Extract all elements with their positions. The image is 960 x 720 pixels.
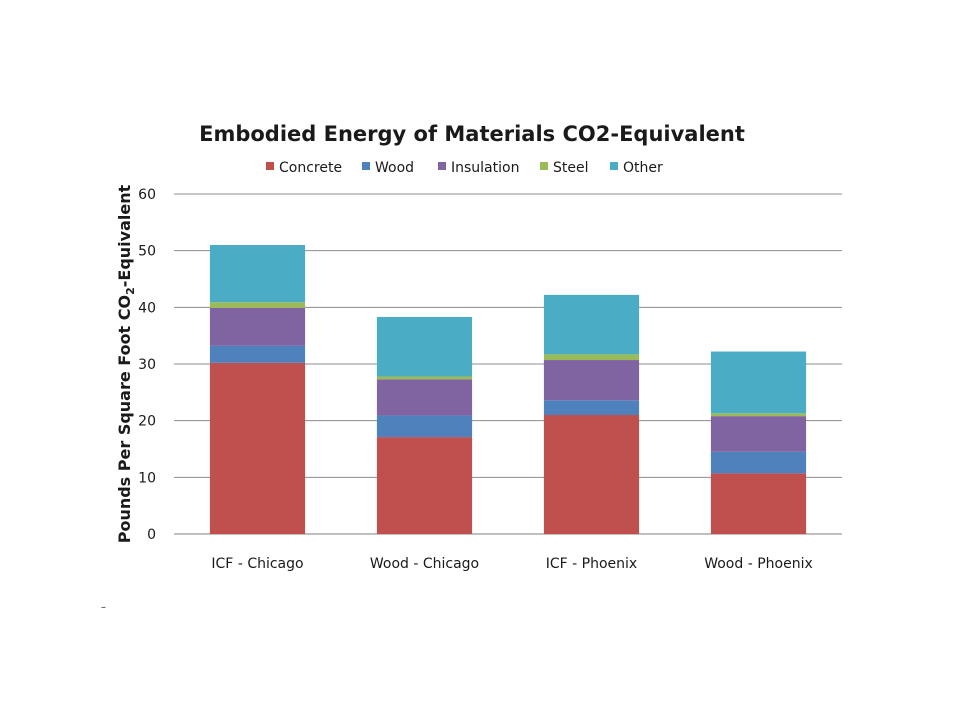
legend-label: Wood	[375, 160, 414, 176]
y-tick-label: 60	[138, 187, 156, 203]
bar-segment-insulation	[376, 379, 473, 416]
bar-segment-steel	[209, 302, 306, 308]
legend-label: Other	[623, 160, 663, 176]
bar-segment-wood	[543, 400, 640, 415]
stray-mark: –	[101, 602, 106, 613]
y-axis-label: Pounds Per Square Foot CO2-Equivalent	[115, 184, 137, 543]
bar-segment-other	[710, 351, 807, 414]
legend-swatch	[266, 162, 274, 170]
x-tick-label: ICF - Chicago	[211, 556, 303, 572]
bar-segment-other	[376, 316, 473, 377]
legend-swatch	[610, 162, 618, 170]
chart-title: Embodied Energy of Materials CO2-Equival…	[199, 122, 745, 146]
bar-segment-concrete	[209, 362, 306, 534]
bar-segment-wood	[710, 451, 807, 474]
legend-label: Steel	[553, 160, 589, 176]
legend-label: Insulation	[451, 160, 519, 176]
bar-segment-steel	[376, 376, 473, 380]
legend: Concrete Wood Insulation Steel Other	[266, 160, 663, 176]
y-tick-label: 20	[138, 414, 156, 430]
y-axis-label-suffix: -Equivalent	[115, 184, 134, 287]
bar-segment-wood	[209, 345, 306, 363]
bars	[209, 245, 807, 534]
legend-swatch	[540, 162, 548, 170]
bar-segment-concrete	[710, 473, 807, 534]
x-tick-label: ICF - Phoenix	[546, 556, 637, 572]
legend-swatch	[438, 162, 446, 170]
bar-segment-wood	[376, 415, 473, 438]
bar-segment-steel	[710, 413, 807, 417]
legend-swatch	[362, 162, 370, 170]
bar-segment-other	[209, 245, 306, 303]
bar-segment-other	[543, 294, 640, 355]
bar-segment-insulation	[543, 360, 640, 401]
x-tick-label: Wood - Phoenix	[704, 556, 813, 572]
bar-segment-concrete	[376, 437, 473, 534]
x-tick-label: Wood - Chicago	[370, 556, 479, 572]
y-axis-label-subscript: 2	[124, 287, 137, 295]
y-tick-label: 50	[138, 244, 156, 260]
y-tick-label: 30	[138, 357, 156, 373]
legend-label: Concrete	[279, 160, 342, 176]
bar-segment-insulation	[710, 416, 807, 452]
x-axis-ticks: ICF - Chicago Wood - Chicago ICF - Phoenix…	[211, 556, 812, 572]
y-axis-ticks: 0 10 20 30 40 50 60	[138, 187, 156, 543]
bar-segment-concrete	[543, 415, 640, 534]
y-tick-label: 10	[138, 470, 156, 486]
y-tick-label: 0	[147, 527, 156, 543]
bar-segment-insulation	[209, 307, 306, 346]
bar-segment-steel	[543, 354, 640, 361]
y-axis-label-main: Pounds Per Square Foot CO	[115, 295, 134, 543]
y-tick-label: 40	[138, 300, 156, 316]
